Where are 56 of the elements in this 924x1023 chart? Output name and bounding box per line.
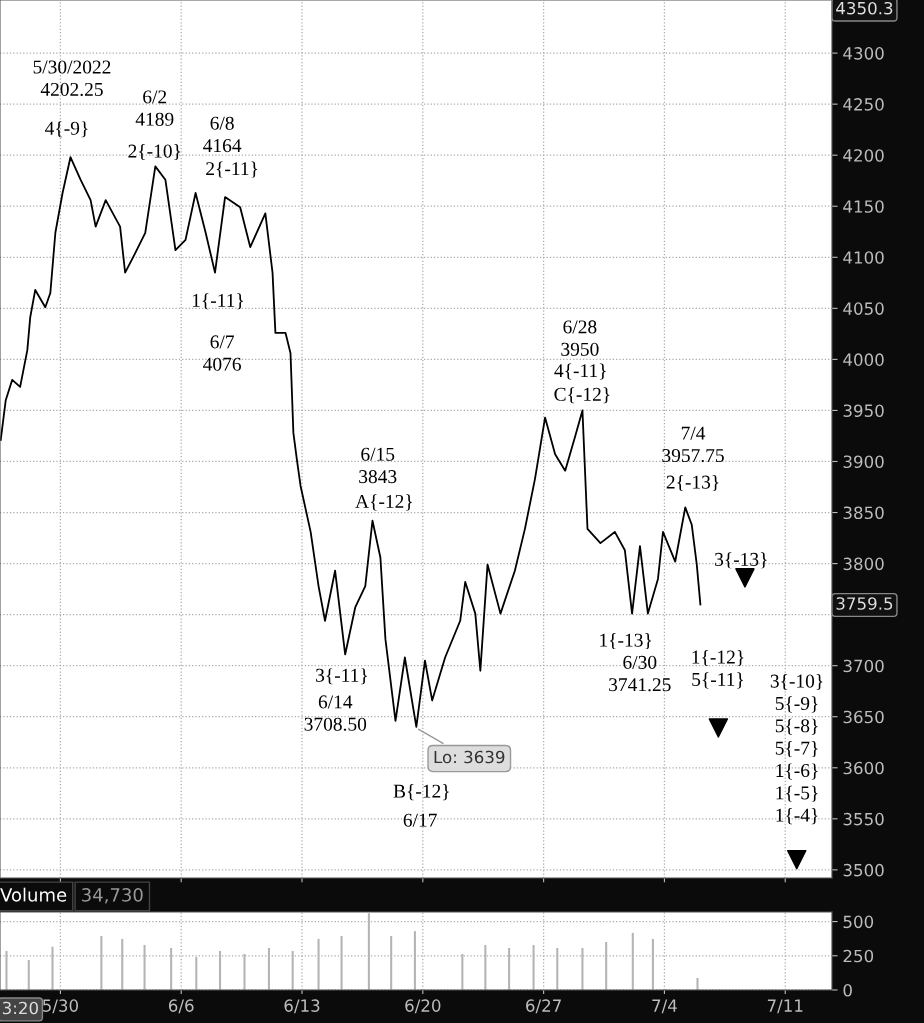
chart-title: Volume (0, 887, 67, 902)
annotation: 3{-13} (715, 552, 767, 569)
y-tick-label: 4200 (843, 149, 884, 162)
annotation: 2{-10} (128, 143, 181, 161)
annotation: 2{-11} (206, 161, 258, 178)
annotation: C{-12} (554, 387, 610, 404)
x-tick-label: 7/4 (652, 999, 677, 1014)
text: 3:20 (2, 1001, 38, 1015)
y-tick-label: 0 (843, 983, 852, 997)
x-tick-label: 6/6 (168, 999, 194, 1014)
annotation: 6/30 3741.25 (609, 655, 671, 692)
annotation: 6/17 (403, 813, 437, 827)
annotation: 2{-13} (666, 474, 719, 492)
y-tick-label: 3650 (843, 710, 884, 724)
y-tick-label: 3800 (843, 557, 884, 571)
x-tick-label: 7/11 (767, 999, 803, 1014)
text: 3759.5 (836, 597, 893, 610)
annotation: 6/15 3843 (359, 447, 397, 484)
y-tick-label: 250 (843, 949, 874, 963)
text: 34,730 (82, 888, 143, 904)
annotation: Lo: 3639 (434, 750, 505, 764)
y-tick-label: 4100 (843, 251, 884, 264)
annotation: 4{-9} (45, 121, 88, 138)
annotation: B{-12} (393, 784, 449, 801)
annotation: 1{-11} (192, 293, 243, 310)
y-tick-label: 4000 (843, 353, 884, 366)
text: 4350.3 (836, 1, 893, 15)
annotation: 1{-13} (600, 633, 652, 650)
annotation: 4{-11} (554, 363, 606, 380)
y-tick-label: 500 (843, 915, 874, 929)
annotation: 3{-11} (316, 668, 367, 685)
x-tick-label: 6/27 (526, 999, 561, 1014)
annotation: A{-12} (355, 494, 412, 511)
annotation: 1{-12} 5{-11} (692, 649, 744, 689)
annotation: 7/4 3957.75 (662, 426, 724, 463)
y-tick-label: 4050 (843, 302, 884, 315)
y-tick-label: 4150 (843, 200, 884, 213)
x-tick-label: 5/30 (42, 999, 79, 1014)
y-tick-label: 3600 (843, 761, 884, 775)
annotation: 3{-10} 5{-9} 5{-8} 5{-7} 1{-6} 1{-5} 1{-4} (770, 673, 823, 825)
annotation: 5/30/2022 4202.25 (33, 60, 111, 97)
annotation: 6/14 3708.50 (304, 695, 367, 731)
annotation: 6/28 3950 (561, 320, 599, 356)
y-tick-label: 3900 (843, 455, 884, 469)
annotation: 6/2 4189 (135, 90, 174, 126)
x-tick-label: 6/13 (284, 999, 320, 1014)
y-tick-label: 3550 (843, 812, 884, 826)
annotation: 6/7 4076 (203, 335, 241, 371)
y-tick-label: 3950 (843, 404, 884, 417)
y-tick-label: 3700 (843, 659, 884, 673)
y-tick-label: 3500 (843, 863, 884, 877)
y-tick-label: 4300 (843, 47, 884, 60)
x-tick-label: 6/20 (405, 999, 441, 1014)
y-tick-label: 4250 (843, 98, 884, 111)
y-tick-label: 3850 (843, 506, 884, 520)
annotation: 6/8 4164 (203, 116, 242, 153)
